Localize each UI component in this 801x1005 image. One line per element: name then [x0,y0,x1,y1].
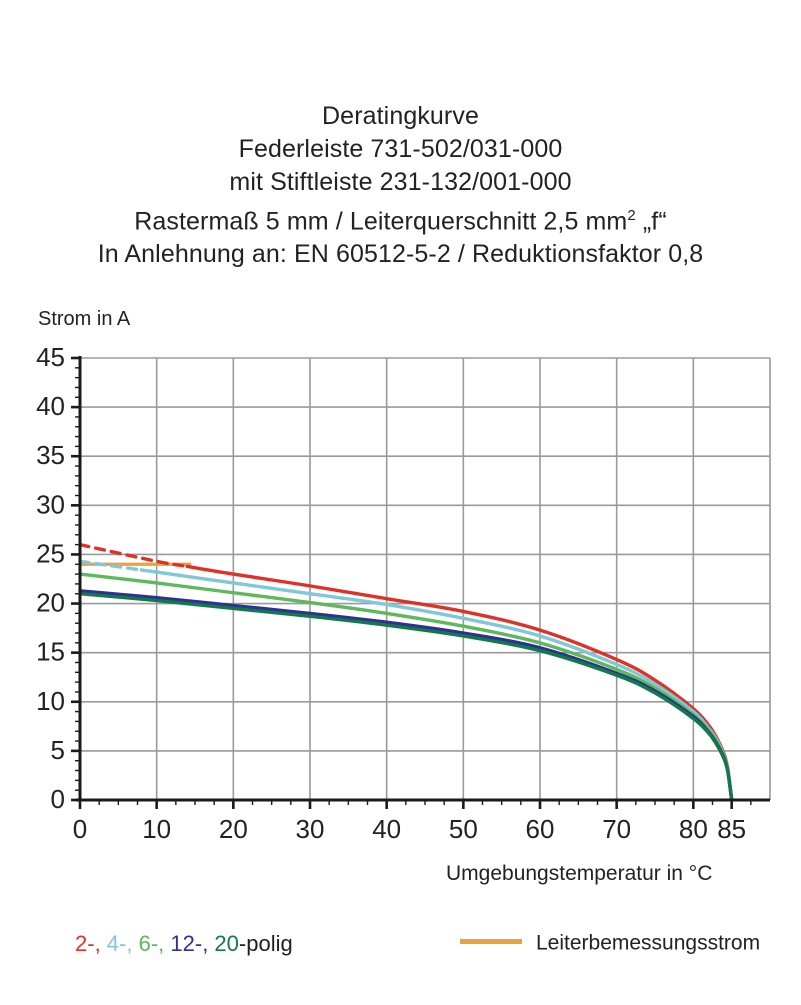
legend-pole-12: 12- [170,931,203,956]
legend-pole-6: 6- [138,931,159,956]
legend-separator: , [94,931,107,956]
x-tick-label: 20 [219,814,248,844]
chart-gridlines [80,357,771,800]
series-20-polig [78,592,734,802]
legend-rated-current-entry: Leiterbemessungsstrom [460,931,760,955]
series-line-dashed [78,559,144,572]
y-axis-title: Strom in A [38,308,131,330]
y-tick-label: 10 [36,686,65,716]
title-line-1: Deratingkurve [322,102,479,130]
x-tick-label: 40 [372,814,401,844]
x-tick-label: 0 [73,814,87,844]
chart-title-block: Deratingkurve Federleiste 731-502/031-00… [0,100,801,271]
x-tick-label: 30 [296,814,325,844]
series-line [78,589,734,802]
legend-pole-2: 2- [75,931,95,956]
x-axis-ticks: 0 10 20 30 40 50 60 70 80 85 [73,800,752,844]
y-tick-label: 30 [36,489,65,519]
x-tick-label: 50 [449,814,478,844]
series-line [185,564,734,802]
x-tick-label: 85 [717,814,746,844]
legend-separator: , [202,931,215,956]
legend-poles-suffix: -polig [238,931,293,956]
legend-rated-current-label: Leiterbemessungsstrom [536,931,761,955]
y-tick-label: 15 [36,637,65,667]
legend-poles-entry: 2-, 4-, 6-, 12-, 20-polig [75,931,293,957]
title-line-4-superscript: 2 [627,207,636,224]
y-tick-label: 45 [36,342,65,372]
y-tick-label: 25 [36,538,65,568]
legend-separator: , [158,931,171,956]
y-tick-label: 35 [36,440,65,470]
y-tick-label: 0 [51,784,65,814]
legend-pole-20: 20 [214,931,239,956]
title-line-4-pre: Rastermaß 5 mm / Leiterquerschnitt 2,5 m… [134,207,628,236]
y-axis-ticks: 0 5 10 15 20 25 30 35 40 45 [36,342,80,814]
x-tick-label: 60 [526,814,555,844]
chart-legend: 2-, 4-, 6-, 12-, 20-polig Leiterbemessun… [0,925,801,975]
chart-axes [76,356,770,802]
title-line-3: mit Stiftleiste 231-132/001-000 [229,168,572,196]
y-tick-label: 40 [36,391,65,421]
legend-rated-current-swatch [460,938,522,944]
legend-separator: , [126,931,139,956]
x-axis-title: Umgebungstemperatur in °C [446,862,713,885]
y-tick-label: 5 [51,735,65,765]
title-line-4-post: „f“ [635,207,667,236]
x-tick-label: 70 [602,814,631,844]
series-12-polig [78,589,734,802]
y-tick-label: 20 [36,588,65,618]
series-line [78,592,734,802]
title-line-2: Federleiste 731-502/031-000 [238,135,563,163]
title-line-4: Rastermaß 5 mm / Leiterquerschnitt 2,5 m… [0,199,801,238]
x-tick-label: 10 [142,814,171,844]
title-line-5: In Anlehnung an: EN 60512-5-2 / Reduktio… [97,240,704,269]
legend-pole-4: 4- [106,931,127,956]
x-tick-label: 80 [679,814,708,844]
series-line-dashed [78,542,190,569]
